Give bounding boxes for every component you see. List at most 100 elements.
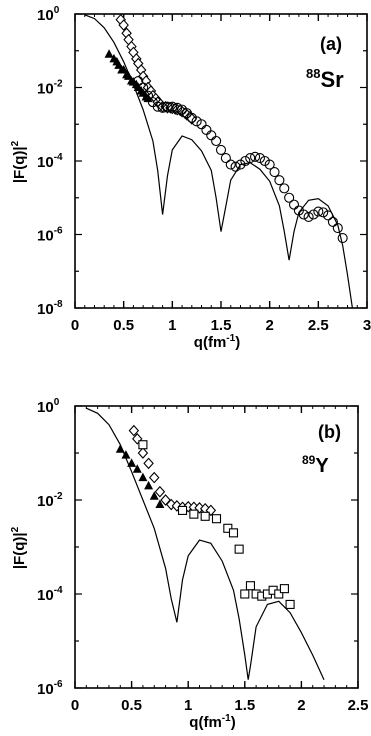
data-point-diamond	[137, 447, 149, 459]
data-point-circle	[167, 101, 178, 112]
y-tick-exponent: -4	[54, 152, 63, 163]
y-tick-label: 100	[37, 397, 60, 416]
data-point-circle	[191, 116, 202, 127]
data-point-triangle	[115, 444, 125, 453]
y-tick-exponent: -2	[54, 79, 63, 90]
data-point-circle	[323, 210, 334, 221]
data-point-triangle	[127, 458, 137, 467]
data-point-circle	[240, 155, 251, 167]
data-point-circle	[162, 101, 173, 112]
data-point-diamond	[118, 19, 129, 31]
data-point-triangle	[155, 499, 165, 509]
data-point-circle	[245, 153, 256, 164]
y-axis-label-exponent: 2	[10, 140, 21, 146]
data-point-diamond	[128, 424, 140, 437]
data-point-triangle	[138, 472, 148, 482]
theory-curve	[84, 14, 353, 308]
x-tick-label: 0	[71, 317, 79, 334]
data-point-square	[285, 599, 295, 609]
data-point-circle	[308, 209, 319, 220]
x-axis-label-main: q(fm	[194, 334, 227, 351]
y-tick-label: 10-2	[37, 79, 63, 98]
data-point-circle	[254, 153, 265, 164]
x-tick-label: 2	[265, 317, 273, 334]
data-point-circle	[250, 151, 261, 162]
y-axis-label-main: |F(q)|	[11, 532, 28, 569]
nucleus-mass-number: 88	[306, 66, 320, 81]
data-point-diamond	[154, 485, 166, 498]
y-tick-label: 10-6	[37, 226, 63, 245]
panel-a: 0 0.5 1 1.5 2 2.5 310010-210-410-610-8q(fm-1)|…	[10, 5, 371, 351]
data-point-triangle	[132, 464, 142, 473]
theory-curve	[86, 407, 325, 680]
data-point-circle	[318, 207, 329, 218]
y-tick-base: 10	[37, 587, 54, 604]
data-point-triangle	[144, 480, 154, 490]
panel-label: (b)	[318, 422, 341, 442]
nucleus-label: 88Sr	[306, 66, 344, 92]
y-tick-label: 10-8	[37, 299, 63, 318]
data-point-square	[279, 584, 289, 594]
y-tick-exponent: -8	[54, 299, 63, 310]
x-tick-label: 1	[184, 697, 192, 714]
data-point-circle	[157, 102, 168, 113]
x-tick-label: 0.5	[121, 697, 142, 714]
y-tick-base: 10	[37, 81, 54, 98]
data-point-triangle	[104, 49, 114, 58]
data-point-square	[177, 505, 188, 515]
x-tick-label: 0	[71, 697, 79, 714]
data-point-circle	[230, 161, 241, 172]
panel-b: 0 0.5 1 1.5 2 2.510010-210-410-6q(fm-1)|F(q)|…	[10, 397, 368, 731]
y-tick-base: 10	[37, 399, 54, 416]
x-axis-label-exponent: -1	[226, 333, 235, 344]
data-point-triangle	[121, 450, 131, 459]
y-tick-exponent: 0	[54, 5, 60, 16]
nucleus-mass-number: 89	[302, 453, 316, 467]
data-point-square	[274, 589, 284, 599]
data-point-circle	[138, 82, 149, 93]
data-point-square	[245, 581, 256, 591]
data-point-circle	[152, 101, 163, 112]
y-tick-exponent: 0	[54, 397, 60, 408]
data-point-square	[240, 589, 250, 599]
data-point-square	[228, 528, 239, 538]
x-axis-label: q(fm-1)	[189, 713, 235, 731]
data-point-circle	[225, 159, 236, 170]
data-point-circle	[215, 144, 227, 155]
data-point-diamond	[205, 504, 217, 517]
x-tick-label: 1.5	[211, 317, 232, 334]
data-point-square	[189, 509, 199, 519]
data-point-square	[211, 514, 222, 524]
data-point-circle	[327, 216, 338, 227]
data-point-circle	[142, 90, 154, 101]
x-tick-label: 3	[363, 317, 371, 334]
y-tick-base: 10	[37, 493, 54, 510]
data-point-circle	[211, 135, 222, 147]
nucleus-symbol: Y	[315, 455, 329, 477]
x-tick-label: 1.5	[234, 697, 255, 714]
data-point-circle	[133, 75, 144, 87]
y-axis-label-exponent: 2	[10, 526, 21, 532]
x-tick-label: 1	[168, 317, 176, 334]
data-point-circle	[172, 102, 183, 113]
y-tick-base: 10	[37, 228, 54, 245]
data-point-circle	[313, 206, 324, 217]
y-axis-label-main: |F(q)|	[11, 146, 28, 183]
data-point-diamond	[165, 498, 177, 511]
data-point-square	[223, 523, 233, 533]
y-tick-label: 10-4	[37, 585, 63, 604]
data-point-diamond	[160, 494, 171, 506]
data-point-diamond	[132, 433, 143, 445]
y-tick-exponent: -2	[54, 491, 63, 502]
data-point-circle	[279, 183, 290, 194]
y-tick-label: 10-6	[37, 679, 63, 698]
data-point-circle	[337, 233, 348, 244]
y-axis-label: |F(q)|2	[10, 526, 28, 569]
y-tick-base: 10	[37, 301, 54, 318]
data-point-circle	[298, 209, 309, 220]
data-point-circle	[220, 153, 231, 164]
data-point-diamond	[143, 457, 154, 470]
x-axis-label: q(fm-1)	[194, 333, 240, 351]
